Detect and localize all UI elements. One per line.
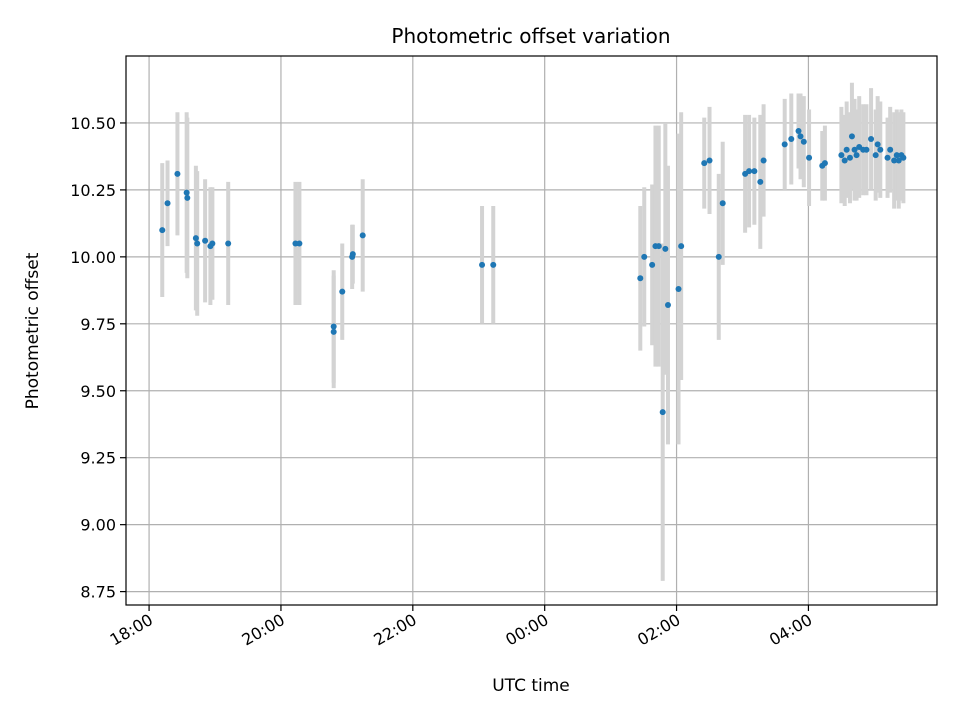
data-point — [751, 168, 758, 175]
y-tick-label: 9.50 — [80, 382, 116, 401]
plot-frame — [125, 55, 938, 606]
data-point — [659, 409, 666, 416]
data-point — [184, 194, 191, 201]
y-tick-label: 10.25 — [70, 181, 116, 200]
data-point — [863, 146, 870, 153]
data-points — [159, 127, 907, 416]
y-tick-label: 10.50 — [70, 114, 116, 133]
y-tick-label: 8.75 — [80, 583, 116, 602]
data-point — [781, 141, 788, 148]
data-point — [655, 243, 662, 250]
data-point — [296, 240, 303, 247]
y-axis-title: Photometric offset — [23, 252, 43, 409]
data-point — [359, 232, 366, 239]
data-point — [183, 189, 190, 196]
x-axis-title: UTC time — [492, 676, 570, 696]
data-point — [649, 261, 656, 268]
data-point — [874, 141, 881, 148]
data-point — [194, 240, 201, 247]
x-tick-label: 22:00 — [370, 610, 419, 650]
data-point — [797, 133, 804, 140]
data-point — [715, 253, 722, 260]
chart-title: Photometric offset variation — [391, 24, 670, 48]
data-point — [838, 152, 845, 159]
data-point — [637, 275, 644, 282]
data-point — [209, 240, 216, 247]
data-point — [225, 240, 232, 247]
data-point — [746, 168, 753, 175]
data-point — [846, 154, 853, 161]
data-point — [800, 138, 807, 145]
x-tick-label: 20:00 — [239, 610, 288, 650]
data-point — [887, 146, 894, 153]
data-point — [788, 136, 795, 143]
x-tick-label: 18:00 — [107, 610, 156, 650]
data-point — [719, 200, 726, 207]
data-point — [330, 323, 337, 330]
data-point — [159, 227, 166, 234]
data-point — [872, 152, 879, 159]
data-point — [877, 146, 884, 153]
data-point — [868, 136, 875, 143]
data-point — [349, 251, 356, 258]
data-point — [479, 261, 486, 268]
data-point — [202, 237, 209, 244]
data-point — [895, 157, 902, 164]
data-point — [795, 127, 802, 134]
data-point — [848, 133, 855, 140]
data-point — [757, 178, 764, 185]
y-tick-label: 10.00 — [70, 248, 116, 267]
data-point — [893, 152, 900, 159]
data-point — [174, 170, 181, 177]
data-point — [821, 160, 828, 167]
data-point — [891, 157, 898, 164]
data-point — [678, 243, 685, 250]
data-point — [706, 157, 713, 164]
data-point — [851, 146, 858, 153]
x-tick-label: 00:00 — [502, 610, 551, 650]
data-point — [843, 146, 850, 153]
y-tick-label: 9.75 — [80, 315, 116, 334]
data-point — [339, 288, 346, 295]
data-point — [853, 152, 860, 159]
x-tick-label: 04:00 — [766, 610, 815, 650]
y-tick-label: 9.00 — [80, 516, 116, 535]
data-point — [701, 160, 708, 167]
x-tick-label: 02:00 — [634, 610, 683, 650]
grid — [126, 56, 937, 605]
data-point — [900, 154, 907, 161]
data-point — [192, 235, 199, 242]
data-point — [806, 154, 813, 161]
data-point — [490, 261, 497, 268]
data-point — [664, 302, 671, 309]
data-point — [164, 200, 171, 207]
data-point — [884, 154, 891, 161]
data-point — [675, 285, 682, 292]
data-point — [760, 157, 767, 164]
data-point — [330, 328, 337, 335]
data-point — [841, 157, 848, 164]
y-tick-label: 9.25 — [80, 449, 116, 468]
data-point — [641, 253, 648, 260]
error-bars — [160, 82, 906, 581]
data-point — [662, 245, 669, 252]
